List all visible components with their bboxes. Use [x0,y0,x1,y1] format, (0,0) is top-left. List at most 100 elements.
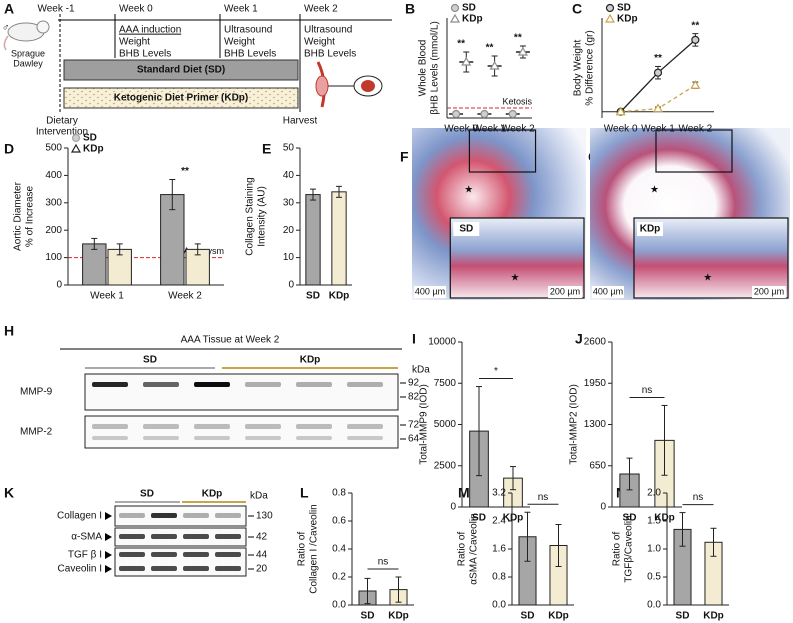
y-tick-label: 0 [450,502,456,513]
y-tick-label: 1.6 [492,544,506,555]
marker-label: 42 [256,532,268,543]
y-tick-label: 0 [56,280,62,291]
data-point [517,46,528,56]
y-axis-label: Body Weight [573,40,584,97]
x-tick-label: KDp [503,513,524,524]
decoration [183,513,209,518]
unit-label: kDa [412,365,430,376]
data-point [690,79,701,89]
y-tick-label: 30 [283,197,295,208]
error-bar [364,577,371,605]
decoration [592,286,624,298]
error-bar [395,576,402,603]
x-tick-label: KDp [703,611,724,622]
y-axis-label: Ratio of [457,532,468,567]
bar [82,243,107,286]
y-axis-label: βHB Levels (mmol/L) [430,21,441,115]
error-bar [524,511,531,562]
y-tick-label: 2500 [434,460,457,471]
decoration [143,436,179,440]
blot-title: AAA Tissue at Week 2 [181,335,280,346]
decoration [194,424,230,429]
x-tick-label: SD [472,513,486,524]
y-axis-label: % Difference (gr) [585,30,596,105]
y-tick-label: 0 [600,502,606,513]
decoration [637,222,663,236]
data-point [461,56,472,66]
decoration [151,552,177,557]
scale-bar-label: 200 µm [550,286,580,296]
week-label: Week 2 [304,4,338,15]
legend-label: KDp [617,14,638,25]
y-tick-label: 1.5 [647,516,661,527]
decoration [215,534,241,539]
y-tick-label: 1300 [584,419,607,430]
y-tick-label: 1950 [584,378,607,389]
event-label: Weight [304,37,335,48]
legend-label: KDp [462,14,483,25]
decoration [752,286,786,298]
y-axis-label: Total-MMP2 (IOD) [569,384,580,465]
row-label: α-SMA [71,532,102,543]
panel-letter: A [4,1,14,17]
x-tick-label: KDp [329,291,350,302]
decoration [143,424,179,429]
marker-label: 44 [256,550,268,561]
panel-letter: K [4,485,14,501]
x-tick-label: KDp [388,611,409,622]
histology-inset [633,217,789,299]
y-tick-label: 0 [288,280,294,291]
marker-label: 20 [256,564,268,575]
data-point [653,68,663,77]
y-tick-label: 5000 [434,419,457,430]
y-tick-label: 20 [283,225,295,236]
decoration [548,286,582,298]
y-tick-label: 400 [45,170,62,181]
week-label: Week -1 [37,4,74,15]
y-tick-label: 0.4 [332,544,346,555]
decoration [105,565,112,573]
group-label: KDp [300,355,321,366]
x-tick-label: Week 1 [641,124,675,135]
row-label: MMP-9 [20,387,53,398]
bar [305,194,321,286]
significance-label: ns [378,557,389,568]
y-axis-label: Intensity (AU) [257,186,268,247]
event-label-highlight: AAA induction [119,25,181,36]
group-label: KDp [202,489,223,500]
significance-label: ns [642,385,653,396]
error-bar [169,179,176,211]
y-tick-label: 2.4 [492,516,506,527]
decoration [151,534,177,539]
marker-label: 82 [408,392,420,403]
y-tick-label: 40 [283,170,295,181]
error-bar [116,243,123,256]
error-bar [679,512,686,547]
scale-bar-label: 400 µm [415,286,445,296]
decoration [105,533,112,541]
decoration [92,382,128,387]
decoration [119,513,145,518]
y-tick-label: 2.0 [647,488,661,499]
week-label: Week 1 [224,4,258,15]
x-tick-label: Week 1 [473,124,507,135]
error-bar [310,188,316,201]
decoration [119,552,145,557]
decoration [151,513,177,518]
significance-label: ns [538,492,549,503]
y-tick-label: 0.8 [492,572,506,583]
event-label: Weight [224,37,255,48]
bar [331,191,347,286]
panel-letter: E [262,141,271,157]
legend-marker [70,143,82,153]
y-tick-label: 0.6 [332,516,346,527]
animal-label: Sprague [11,48,45,58]
panel-letter: I [412,331,416,347]
decoration [143,382,179,387]
y-axis-label: Whole Blood [418,40,429,97]
event-label: Ultrasound [304,25,352,36]
significance-label: ** [654,53,662,64]
decoration [245,436,281,440]
event-label: Ultrasound [224,25,272,36]
event-label: BHB Levels [224,49,276,60]
